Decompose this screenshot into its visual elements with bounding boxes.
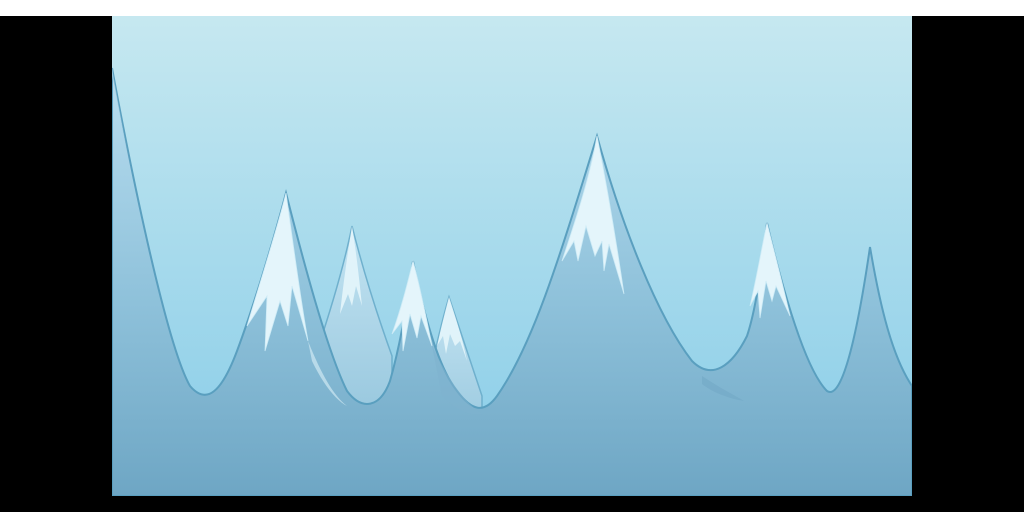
ridge-shadow-1 xyxy=(432,346,482,415)
snowcap-peak-2 xyxy=(340,226,362,314)
snowcap-peak-1 xyxy=(246,192,309,352)
snowcap-peak-5 xyxy=(561,135,625,295)
snowcap-peak-4 xyxy=(437,297,467,361)
snowcap-peak-6 xyxy=(749,222,791,319)
top-bar xyxy=(0,0,1024,16)
mountain-illustration xyxy=(112,16,912,496)
snowcap-peak-3 xyxy=(391,259,433,352)
ridge-shadow-2 xyxy=(702,376,744,401)
mountain-scene xyxy=(112,16,912,496)
